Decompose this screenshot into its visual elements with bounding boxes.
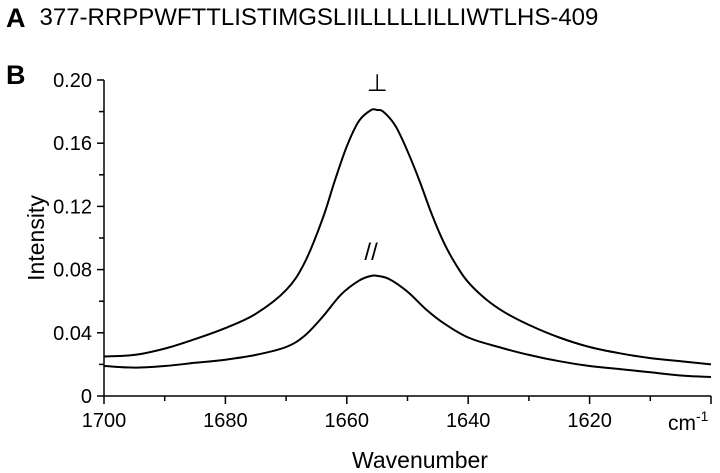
y-tick-label: 0: [81, 386, 92, 408]
y-tick-label: 0.20: [53, 70, 92, 92]
annotation-layer: ⊥ //: [364, 70, 387, 266]
x-unit-base: cm: [668, 412, 696, 435]
x-unit-exponent: -1: [696, 408, 709, 424]
y-axis-label: Intensity: [23, 195, 49, 281]
x-unit-label: cm-1: [668, 408, 709, 435]
series-layer: [103, 108, 712, 378]
x-tick-label: 1680: [203, 410, 248, 432]
series-perpendicular-line: [103, 108, 712, 366]
y-axis-ticks: 0 0.04 0.08 0.12 0.16 0.20: [53, 70, 104, 408]
x-tick-label: 1700: [82, 410, 127, 432]
x-axis-label: Wavenumber: [352, 447, 488, 473]
peptide-sequence: 377-RRPPWFTTLISTIMGSLIILLLLLILLIWTLHS-40…: [39, 4, 599, 31]
x-tick-label: 1660: [325, 410, 370, 432]
x-tick-label: 1640: [446, 410, 491, 432]
y-tick-label: 0.08: [53, 260, 92, 282]
y-tick-label: 0.04: [53, 323, 92, 345]
panel-a-label: A: [6, 2, 26, 33]
panel-a-row: A 377-RRPPWFTTLISTIMGSLIILLLLLILLIWTLHS-…: [6, 0, 598, 36]
annotation-perpendicular: ⊥: [367, 70, 388, 97]
x-axis-ticks: 1700 1680 1660 1640 1620: [82, 396, 712, 432]
series-parallel-line: [103, 274, 712, 378]
panel-b-label: B: [6, 60, 26, 90]
annotation-parallel: //: [364, 239, 378, 266]
y-tick-label: 0.16: [53, 133, 92, 155]
y-tick-label: 0.12: [53, 196, 92, 218]
x-tick-label: 1620: [567, 410, 612, 432]
